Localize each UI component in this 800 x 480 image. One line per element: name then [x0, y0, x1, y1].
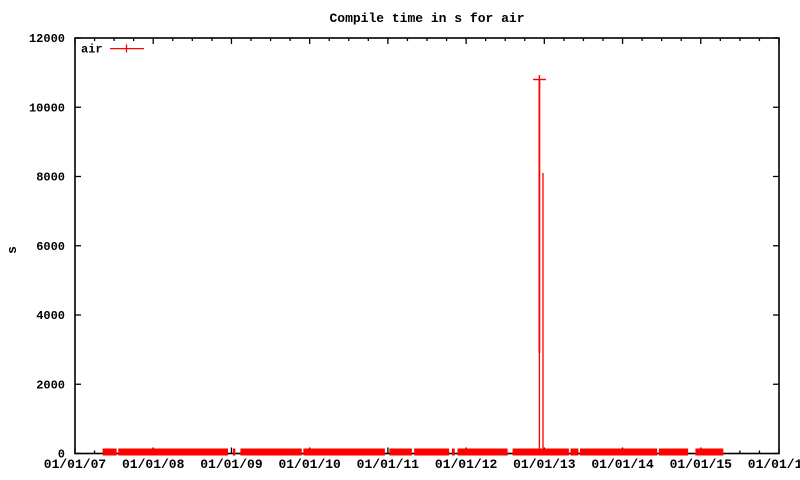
svg-text:10000: 10000	[29, 101, 65, 115]
svg-text:01/01/10: 01/01/10	[278, 457, 341, 472]
svg-text:Compile time in s for air: Compile time in s for air	[329, 11, 524, 26]
svg-text:6000: 6000	[36, 240, 65, 254]
svg-text:01/01/08: 01/01/08	[122, 457, 185, 472]
svg-text:air: air	[81, 43, 103, 57]
svg-text:01/01/07: 01/01/07	[44, 457, 106, 472]
svg-text:01/01/14: 01/01/14	[591, 457, 654, 472]
svg-text:01/01/09: 01/01/09	[200, 457, 263, 472]
svg-text:8000: 8000	[36, 171, 65, 185]
svg-text:0: 0	[58, 448, 65, 462]
svg-text:01/01/12: 01/01/12	[435, 457, 498, 472]
svg-text:01/01/11: 01/01/11	[357, 457, 420, 472]
svg-text:2000: 2000	[36, 378, 65, 392]
svg-text:4000: 4000	[36, 309, 65, 323]
svg-text:01/01/16: 01/01/16	[748, 457, 800, 472]
svg-text:01/01/15: 01/01/15	[670, 457, 733, 472]
svg-text:s: s	[5, 246, 20, 254]
svg-text:01/01/13: 01/01/13	[513, 457, 576, 472]
svg-text:12000: 12000	[29, 32, 65, 46]
